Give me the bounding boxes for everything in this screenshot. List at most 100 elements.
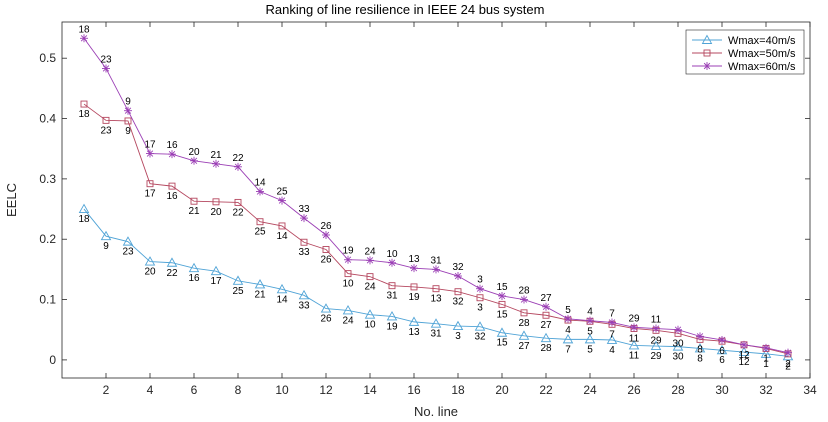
data-label: 9 — [125, 97, 131, 108]
y-tick-label: 0 — [49, 353, 56, 367]
data-point — [276, 283, 288, 294]
data-label: 23 — [122, 247, 134, 258]
data-point — [166, 257, 178, 267]
data-label: 3 — [455, 331, 461, 342]
data-point — [718, 335, 726, 344]
data-label: 9 — [103, 241, 109, 252]
data-point — [784, 348, 792, 357]
data-label: 1 — [763, 353, 769, 364]
data-label: 16 — [166, 140, 178, 151]
data-point — [188, 262, 200, 273]
data-label: 18 — [78, 214, 90, 225]
data-label: 17 — [210, 276, 222, 287]
x-tick-label: 8 — [235, 383, 242, 397]
data-label: 5 — [565, 305, 571, 316]
data-label: 31 — [430, 329, 442, 340]
y-tick-label: 0.5 — [39, 51, 56, 65]
data-point — [498, 300, 506, 308]
data-point — [144, 256, 156, 266]
y-tick-label: 0.4 — [39, 112, 56, 126]
chart-title: Ranking of line resilience in IEEE 24 bu… — [266, 2, 545, 17]
data-point — [520, 295, 528, 304]
data-label: 4 — [565, 325, 571, 336]
data-point — [518, 330, 530, 340]
series-line — [83, 208, 789, 357]
data-label: 14 — [254, 178, 266, 189]
data-point — [146, 180, 154, 188]
x-tick-label: 12 — [319, 383, 333, 397]
data-label: 33 — [298, 204, 310, 215]
data-label: 8 — [697, 353, 703, 364]
data-label: 20 — [210, 207, 222, 218]
data-point — [344, 270, 352, 278]
data-label: 14 — [276, 294, 288, 305]
data-point — [716, 344, 728, 355]
data-label: 20 — [144, 267, 156, 278]
data-label: 15 — [496, 282, 508, 293]
data-label: 24 — [364, 246, 376, 257]
legend-label: Wmax=40m/s — [728, 35, 796, 47]
data-point — [432, 265, 440, 274]
data-point — [124, 106, 132, 115]
data-label: 5 — [587, 326, 593, 337]
data-label: 11 — [629, 350, 640, 361]
data-point — [564, 314, 572, 323]
data-point — [366, 256, 374, 265]
data-label: 7 — [609, 329, 615, 340]
data-label: 30 — [672, 352, 684, 363]
data-point — [694, 343, 706, 353]
data-point — [454, 272, 462, 281]
data-label: 1 — [763, 359, 769, 370]
data-point — [278, 196, 286, 205]
series-line — [83, 103, 789, 355]
data-point — [190, 197, 198, 205]
data-label: 13 — [430, 294, 442, 305]
data-point — [322, 230, 330, 239]
data-label: 7 — [565, 344, 571, 355]
series-2 — [80, 34, 792, 357]
data-label: 25 — [232, 286, 244, 297]
data-point — [78, 203, 90, 214]
data-label: 13 — [408, 327, 420, 338]
data-label: 13 — [408, 254, 420, 265]
data-label: 17 — [144, 140, 156, 151]
x-tick-label: 10 — [275, 383, 289, 397]
data-point — [168, 182, 176, 190]
data-label: 22 — [232, 207, 244, 218]
data-point — [542, 311, 550, 319]
x-tick-label: 30 — [715, 383, 729, 397]
legend-label: Wmax=50m/s — [728, 48, 796, 60]
x-tick-label: 28 — [671, 383, 685, 397]
data-label: 33 — [298, 247, 310, 258]
data-label: 19 — [408, 292, 420, 303]
data-label: 26 — [320, 221, 332, 232]
data-label: 29 — [650, 335, 662, 346]
x-tick-label: 14 — [363, 383, 377, 397]
data-point — [344, 255, 352, 264]
data-point — [584, 333, 596, 344]
data-label: 18 — [78, 109, 90, 120]
data-point — [476, 294, 484, 302]
x-tick-label: 34 — [803, 383, 817, 397]
data-point — [388, 282, 396, 290]
data-label: 15 — [496, 338, 508, 349]
data-label: 21 — [254, 289, 266, 300]
data-point — [256, 218, 264, 226]
data-point — [562, 333, 574, 344]
y-tick-label: 0.1 — [39, 293, 56, 307]
data-point — [740, 340, 748, 349]
data-point — [366, 273, 374, 281]
data-label: 12 — [738, 350, 750, 361]
x-axis: 2 4 6 8 10 12 14 16 18 20 22 24 26 28 30 32 34 — [103, 22, 817, 397]
data-label: 3 — [477, 303, 483, 314]
data-point — [212, 159, 220, 168]
data-label: 20 — [188, 147, 200, 158]
data-label: 10 — [364, 320, 376, 331]
data-point — [410, 283, 418, 291]
x-tick-label: 2 — [103, 383, 110, 397]
data-point — [122, 236, 134, 246]
data-label: 31 — [386, 291, 398, 302]
data-label: 22 — [232, 153, 244, 164]
data-label: 12 — [738, 357, 750, 368]
